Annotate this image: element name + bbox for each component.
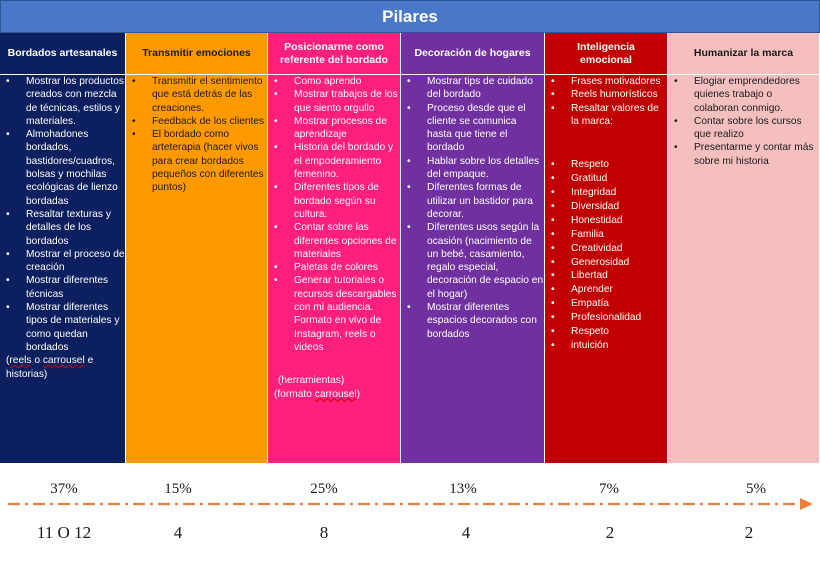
pillar-heading: Decoración de hogares — [401, 33, 544, 75]
value-item: Diversidad — [545, 200, 667, 214]
list-item: Generar tutoriales o recursos descargabl… — [268, 274, 400, 354]
note-word: carrousel — [42, 355, 85, 367]
list-item: Mostrar tips de cuidado del bordado — [401, 75, 544, 102]
list-item: Almohadones bordados, bastidores/cuadros… — [0, 128, 125, 208]
pillar-decoracion-hogares: Decoración de hogares Mostrar tips de cu… — [401, 33, 545, 463]
pillar-list: Mostrar tips de cuidado del bordado Proc… — [401, 75, 544, 341]
value-item: intuición — [545, 339, 667, 353]
pillar-list: Como aprendo Mostrar trabajos de los que… — [268, 75, 400, 354]
percentage-label: 13% — [449, 481, 477, 497]
list-item: Frases motivadores — [545, 75, 667, 89]
note-word: reels — [9, 355, 32, 367]
list-item: Diferentes usos según la ocasión (nacimi… — [401, 221, 544, 301]
note-word: o — [31, 355, 43, 367]
page-title: Pilares — [0, 0, 820, 33]
list-item: Mostrar los productos creados con mezcla… — [0, 75, 125, 128]
pillar-heading: Inteligencia emocional — [545, 33, 667, 75]
list-item: Mostrar procesos de aprendizaje — [268, 115, 400, 142]
pillar-heading: Posicionarme como referente del bordado — [268, 33, 400, 75]
count-label: 4 — [173, 523, 183, 542]
percentage-label: 5% — [746, 481, 766, 497]
count-label: 4 — [461, 523, 471, 542]
list-item: Mostrar diferentes técnicas — [0, 274, 125, 301]
list-item: Mostrar diferentes espacios decorados co… — [401, 301, 544, 341]
values-list: Respeto Gratitud Integridad Diversidad H… — [545, 158, 667, 353]
list-item: Resaltar valores de la marca: — [545, 102, 667, 129]
note-word: carrousel — [314, 388, 357, 400]
list-item: Paletas de colores — [268, 261, 400, 275]
value-item: Libertad — [545, 269, 667, 283]
list-item: Reels humorísticos — [545, 88, 667, 102]
pillar-transmitir-emociones: Transmitir emociones Transmitir el senti… — [126, 33, 268, 463]
pillar-list: Elogiar emprendedores quienes trabajo o … — [668, 75, 819, 168]
pillar-list: Transmitir el sentimiento que está detrá… — [126, 75, 267, 195]
list-item: Diferentes formas de utilizar un bastido… — [401, 181, 544, 221]
value-item: Generosidad — [545, 256, 667, 270]
list-item: Contar sobre los cursos que realizo — [668, 115, 819, 142]
list-item: Mostrar diferentes tipos de materiales y… — [0, 301, 125, 354]
list-item: Como aprendo — [268, 75, 400, 89]
list-item: Feedback de los clientes — [126, 115, 267, 129]
list-item: Resaltar texturas y detalles de los bord… — [0, 208, 125, 248]
list-item: Mostrar trabajos de los que siento orgul… — [268, 88, 400, 115]
percentage-label: 25% — [310, 481, 338, 497]
list-item: Contar sobre las diferentes opciones de … — [268, 221, 400, 261]
count-label: 11 O 12 — [36, 523, 92, 542]
value-item: Honestidad — [545, 214, 667, 228]
pillar-humanizar-marca: Humanizar la marca Elogiar emprendedores… — [668, 33, 820, 463]
note-word: (formato — [274, 388, 315, 400]
list-item: Diferentes tipos de bordado según su cul… — [268, 181, 400, 221]
value-item: Aprender — [545, 283, 667, 297]
pillar-heading: Humanizar la marca — [668, 33, 819, 75]
list-item: Mostrar el proceso de creación — [0, 248, 125, 275]
pillar-note: (herramientas) — [278, 375, 345, 387]
percentage-label: 15% — [164, 481, 192, 497]
count-label: 2 — [605, 523, 615, 542]
list-item: Proceso desde que el cliente se comunica… — [401, 102, 544, 155]
pillar-inteligencia-emocional: Inteligencia emocional Frases motivadore… — [545, 33, 668, 463]
dashed-arrow — [8, 498, 813, 510]
list-item: Transmitir el sentimiento que está detrá… — [126, 75, 267, 115]
value-item: Integridad — [545, 186, 667, 200]
pillar-note: (reels o carrousel e historias) — [6, 355, 94, 380]
list-item: Elogiar emprendedores quienes trabajo o … — [668, 75, 819, 115]
pillar-posicionarme-referente: Posicionarme como referente del bordado … — [268, 33, 401, 463]
value-item: Empatía — [545, 297, 667, 311]
pillar-heading: Transmitir emociones — [126, 33, 267, 75]
list-item: Historia del bordado y el empoderamiento… — [268, 141, 400, 181]
count-label: 8 — [319, 523, 329, 542]
value-item: Respeto — [545, 325, 667, 339]
value-item: Profesionalidad — [545, 311, 667, 325]
value-item: Gratitud — [545, 172, 667, 186]
percentage-label: 37% — [50, 481, 78, 497]
list-item: El bordado como arteterapia (hacer vivos… — [126, 128, 267, 194]
list-item: Hablar sobre los detalles del empaque. — [401, 155, 544, 182]
pillar-bordados-artesanales: Bordados artesanales Mostrar los product… — [0, 33, 126, 463]
pillar-note: (formato carrousel) — [268, 388, 400, 401]
value-item: Respeto — [545, 158, 667, 172]
count-label: 2 — [744, 523, 754, 542]
list-item: Presentarme y contar más sobre mi histor… — [668, 141, 819, 168]
note-word: e historias) — [6, 355, 94, 380]
value-item: Creatividad — [545, 242, 667, 256]
pillar-heading: Bordados artesanales — [0, 33, 125, 75]
percentage-label: 7% — [599, 481, 619, 497]
pillar-list: Frases motivadores Reels humorísticos Re… — [545, 75, 667, 128]
note-word: ) — [356, 388, 361, 400]
pillar-list: Mostrar los productos creados con mezcla… — [0, 75, 125, 354]
value-item: Familia — [545, 228, 667, 242]
